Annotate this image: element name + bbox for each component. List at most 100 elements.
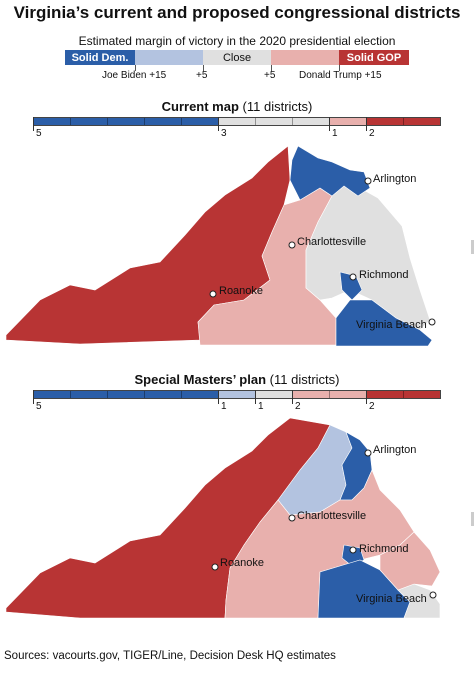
district-solid-dem-southeast [335,299,433,347]
legend-biden-label: Joe Biden +15 [102,70,167,81]
district-eastern-shore [379,531,441,591]
legend-lean-gop [271,50,339,65]
proposed-count-lean-gop: 2 [295,401,301,412]
bar-close [218,117,329,126]
proposed-count-solid-dem: 5 [36,401,42,412]
proposed-district-count: (11 districts) [269,372,340,387]
proposed-count-close: 1 [258,401,264,412]
city-arlington: Arlington [364,173,416,185]
count-mark [292,390,293,404]
legend-tick [271,65,272,71]
bar-outline [33,117,441,126]
current-count-solid-gop: 2 [369,128,375,139]
bar-lean-gop [329,117,366,126]
bar-divider [144,117,145,126]
current-count-solid-dem: 5 [36,128,42,139]
city-charlottesville: Charlottesville [288,236,366,249]
current-district-map: Arlington Charlottesville Richmond Roano… [5,145,436,347]
bar-solid-dem [33,390,218,399]
city-arlington: Arlington [364,444,416,457]
city-dot [349,546,357,554]
bar-lean-gop [292,390,366,399]
proposed-district-map: Arlington Charlottesville Richmond Roano… [5,417,441,619]
proposed-count-lean-dem: 1 [221,401,227,412]
city-dot [288,514,296,522]
legend-lean-dem [135,50,203,65]
bar-solid-gop [366,390,441,399]
city-dot [429,591,437,599]
bar-divider [107,390,108,399]
proposed-count-solid-gop: 2 [369,401,375,412]
current-count-lean-gop: 1 [332,128,338,139]
current-district-count: (11 districts) [242,99,313,114]
count-mark [366,117,367,131]
bar-lean-dem [218,390,255,399]
bar-divider [403,117,404,126]
chart-title: Virginia’s current and proposed congress… [13,3,461,22]
virginia-beach-label: Virginia Beach [356,593,427,605]
bar-divider [107,117,108,126]
legend-solid-dem: Solid Dem. [65,50,135,65]
bar-solid-dem [33,117,218,126]
count-mark [33,117,34,131]
scroll-marker [471,240,474,254]
legend-tick [203,65,204,71]
bar-close [255,390,292,399]
richmond-label: Richmond [359,269,409,281]
bar-divider [144,390,145,399]
legend-tick [339,65,340,71]
roanoke-label: Roanoke [220,557,264,569]
bar-solid-gop [366,117,441,126]
proposed-map-name: Special Masters’ plan [134,372,267,387]
legend-solid-gop: Solid GOP [339,50,409,65]
city-richmond: Richmond [349,543,409,555]
arlington-label: Arlington [373,173,416,185]
current-map-title: Current map (11 districts) [0,99,474,114]
city-dot [211,563,219,571]
city-richmond: Richmond [349,269,409,281]
current-map-name: Current map [161,99,239,114]
city-dot [364,449,372,457]
city-dot [209,290,217,298]
city-roanoke: Roanoke [209,285,263,298]
legend-close: Close [203,50,271,65]
scroll-marker [471,512,474,526]
city-virginia-beach: Virginia Beach [356,318,436,331]
bar-divider [181,390,182,399]
legend-trump-label: Donald Trump +15 [299,70,382,81]
count-mark [329,117,330,131]
count-mark [366,390,367,404]
bar-divider [70,117,71,126]
roanoke-label: Roanoke [219,285,263,297]
count-mark [33,390,34,404]
bar-divider [292,117,293,126]
city-dot [288,241,296,249]
city-dot [349,273,357,281]
charlottesville-label: Charlottesville [297,236,366,248]
legend-tick [135,65,136,71]
bar-divider [255,117,256,126]
proposed-map-title: Special Masters’ plan (11 districts) [0,372,474,387]
bar-outline [33,390,441,399]
richmond-label: Richmond [359,543,409,555]
bar-divider [181,117,182,126]
city-dot [428,318,436,326]
city-roanoke: Roanoke [211,557,264,571]
city-charlottesville: Charlottesville [288,510,366,522]
bar-divider [70,390,71,399]
legend-plus5-right: +5 [264,70,276,81]
virginia-beach-label: Virginia Beach [356,319,427,331]
bar-divider [403,390,404,399]
charlottesville-label: Charlottesville [297,510,366,522]
city-virginia-beach: Virginia Beach [356,591,437,605]
current-count-close: 3 [221,128,227,139]
count-mark [255,390,256,404]
source-note: Sources: vacourts.gov, TIGER/Line, Decis… [4,650,336,662]
count-mark [218,390,219,404]
count-mark [218,117,219,131]
bar-divider [329,390,330,399]
city-dot [364,177,372,185]
arlington-label: Arlington [373,444,416,456]
legend-plus5-left: +5 [196,70,208,81]
legend-subtitle: Estimated margin of victory in the 2020 … [78,34,396,48]
